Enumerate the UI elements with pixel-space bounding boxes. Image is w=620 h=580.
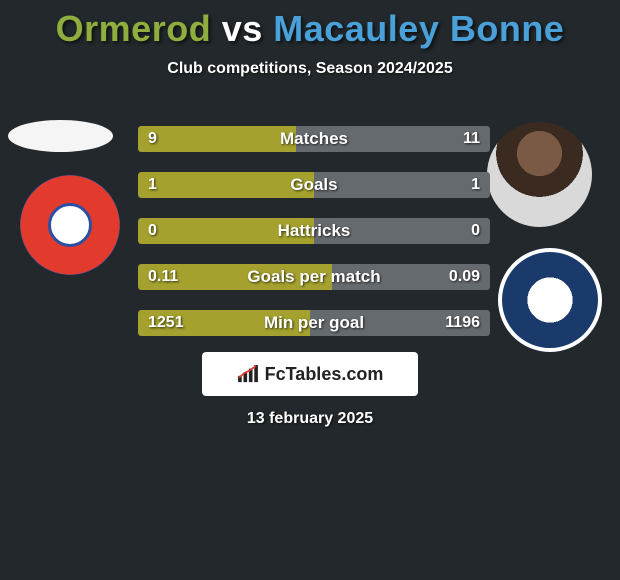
bar-label: Matches	[280, 129, 348, 149]
bar-value-right: 11	[463, 130, 480, 148]
bar-value-left: 1251	[148, 314, 184, 332]
title-vs: vs	[211, 8, 273, 49]
bar-label: Min per goal	[264, 313, 364, 333]
bar-value-right: 0.09	[449, 268, 480, 286]
bar-value-left: 0.11	[148, 268, 178, 286]
bar-row: 9 Matches 11	[138, 126, 490, 152]
club-right-badge	[498, 248, 602, 352]
title-left: Ormerod	[56, 8, 212, 49]
watermark: FcTables.com	[202, 352, 418, 396]
bar-value-right: 1196	[445, 314, 480, 332]
bar-value-right: 0	[471, 222, 480, 240]
club-left-badge	[20, 175, 120, 275]
club-right-badge-inner	[518, 268, 582, 332]
chart-icon	[237, 365, 259, 383]
bar-row: 1251 Min per goal 1196	[138, 310, 490, 336]
bar-row: 0 Hattricks 0	[138, 218, 490, 244]
club-left-badge-inner	[48, 203, 92, 247]
footer-date: 13 february 2025	[0, 410, 620, 428]
bar-row: 1 Goals 1	[138, 172, 490, 198]
bar-label: Goals per match	[247, 267, 380, 287]
player-right-avatar	[487, 122, 592, 227]
bar-label: Goals	[290, 175, 337, 195]
bar-left-fill	[138, 126, 296, 152]
subtitle: Club competitions, Season 2024/2025	[0, 60, 620, 78]
bar-value-left: 9	[148, 130, 157, 148]
page-title: Ormerod vs Macauley Bonne	[0, 0, 620, 50]
bar-value-left: 1	[148, 176, 157, 194]
bar-right-fill	[314, 172, 490, 198]
bar-row: 0.11 Goals per match 0.09	[138, 264, 490, 290]
watermark-text: FcTables.com	[265, 364, 384, 385]
bar-value-left: 0	[148, 222, 157, 240]
bar-value-right: 1	[471, 176, 480, 194]
comparison-bars: 9Matches111Goals10Hattricks00.11Goals pe…	[138, 126, 490, 356]
bar-left-fill	[138, 172, 314, 198]
title-right: Macauley Bonne	[273, 8, 564, 49]
bar-label: Hattricks	[278, 221, 351, 241]
player-left-avatar	[8, 120, 113, 152]
